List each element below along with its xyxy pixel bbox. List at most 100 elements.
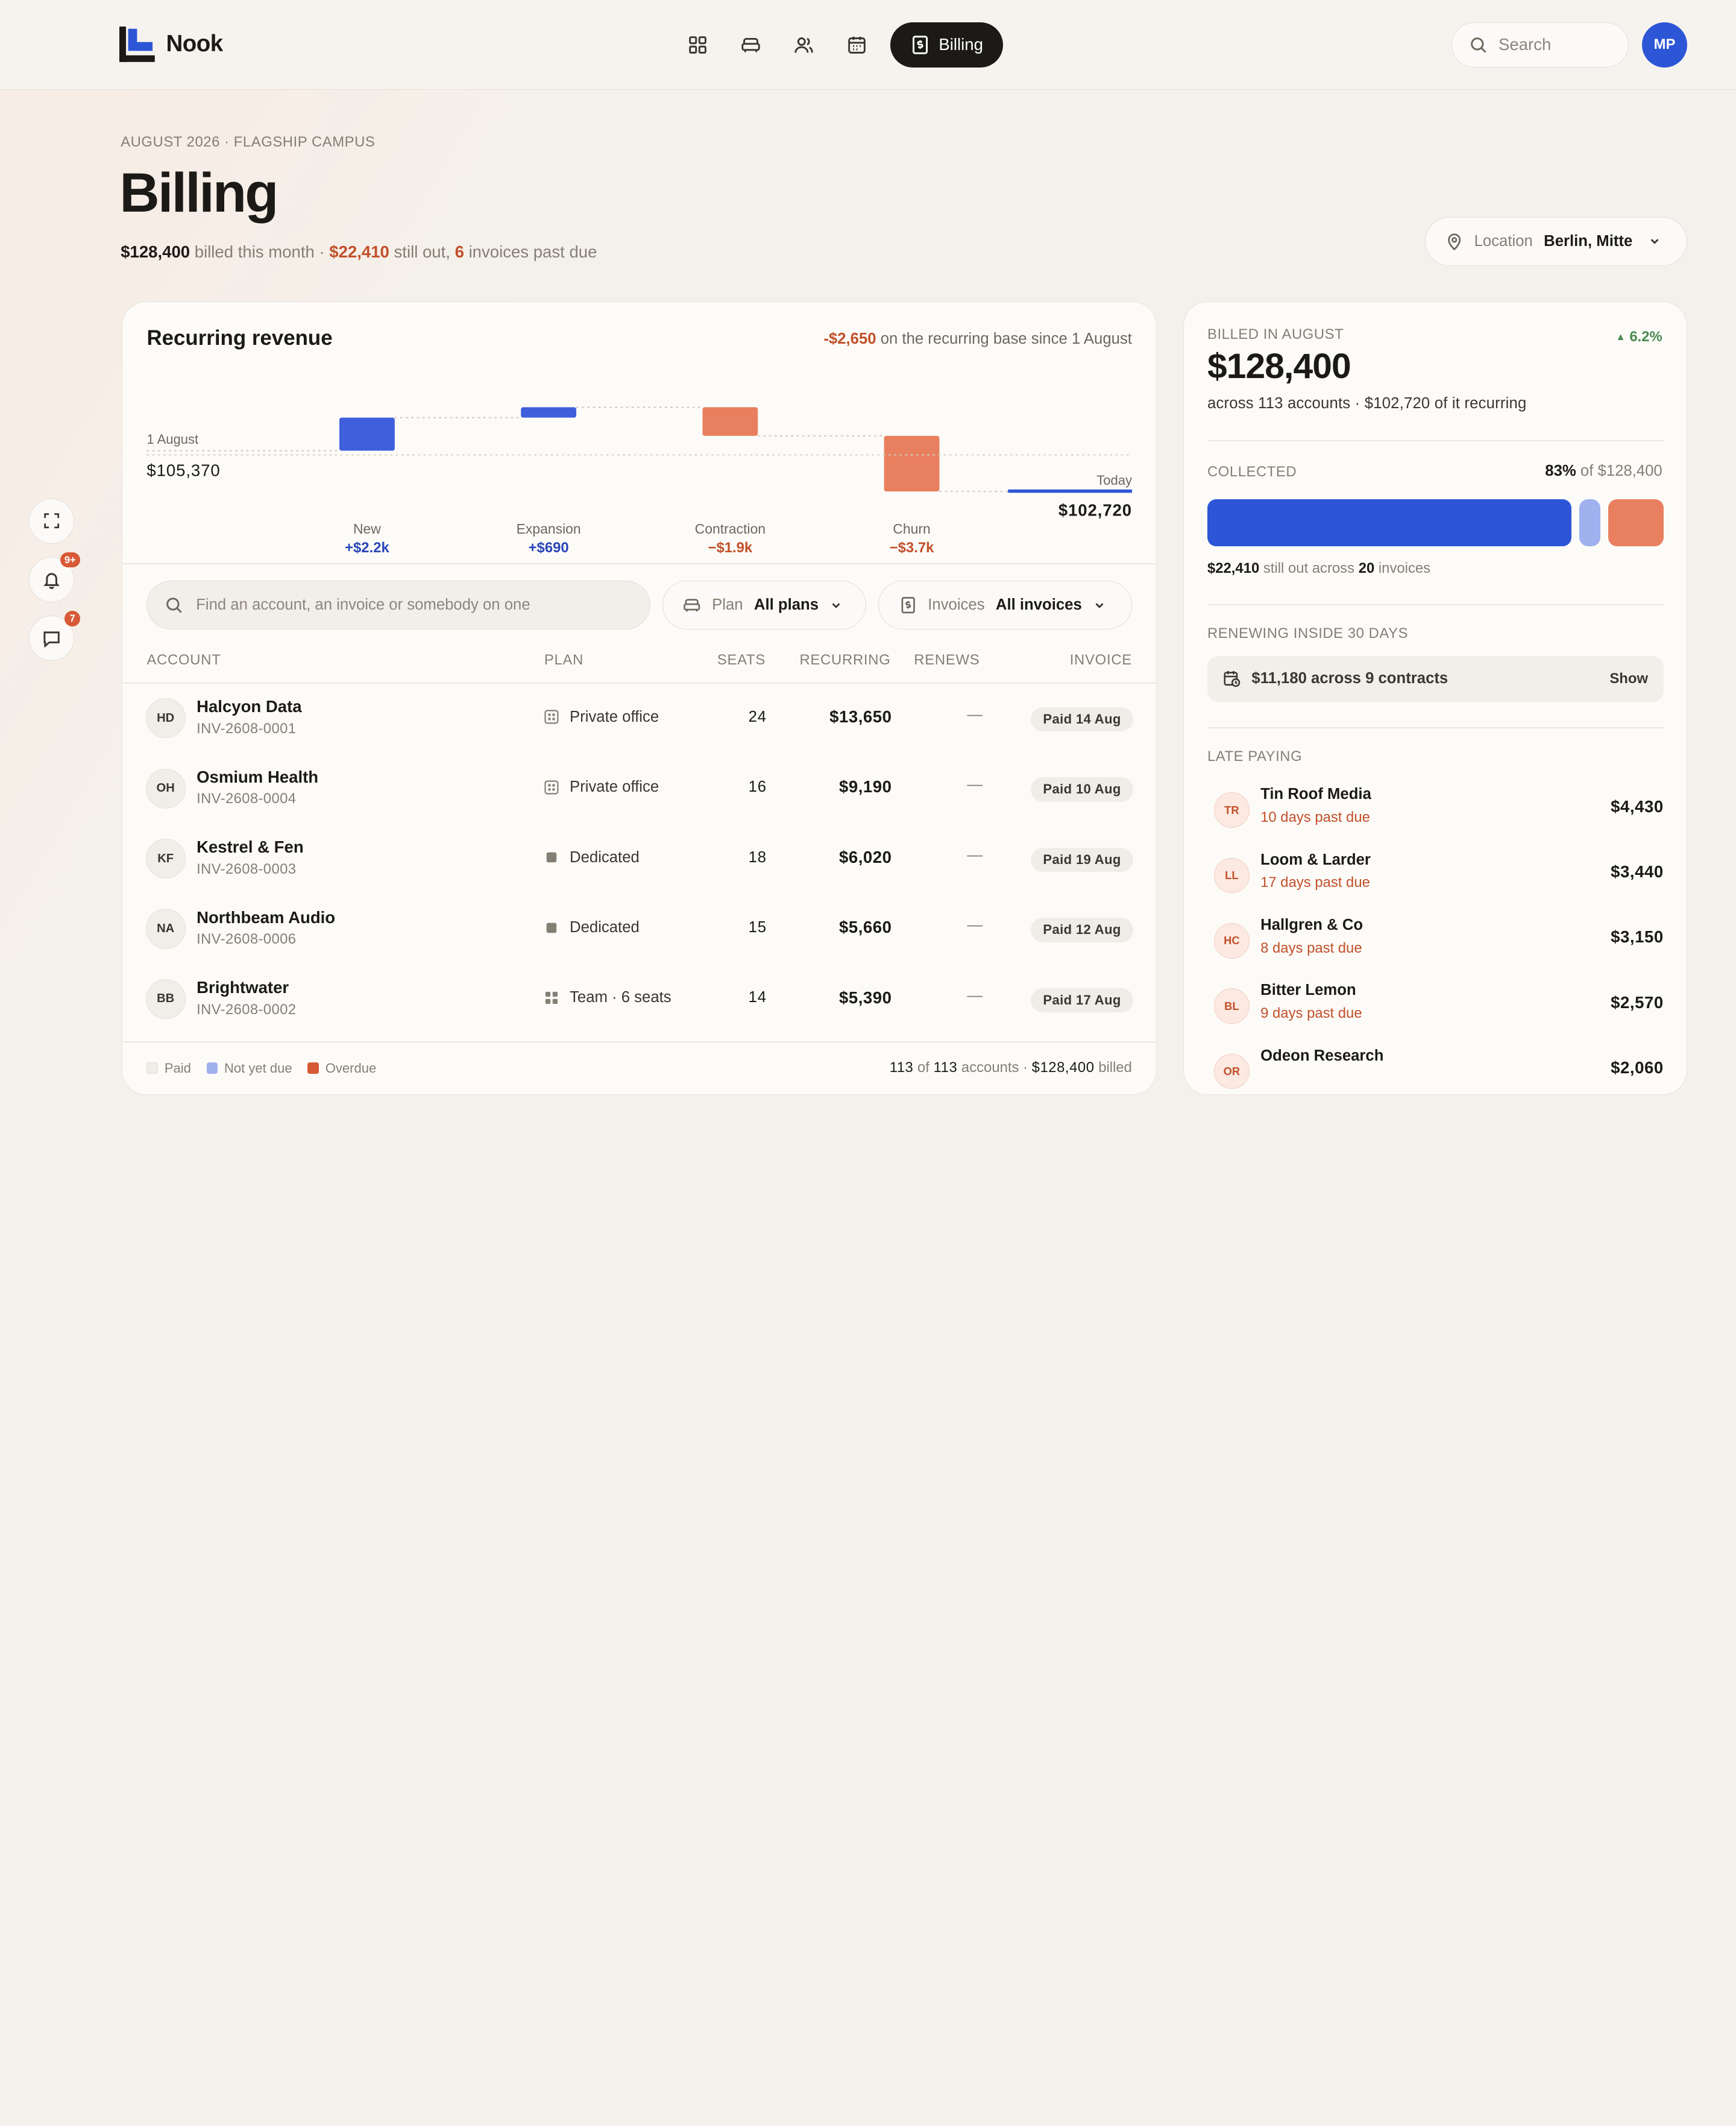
search-icon [1471, 37, 1486, 53]
account-name[interactable]: Kestrel & Fen [197, 837, 304, 857]
waterfall-bar-churn [884, 435, 940, 491]
invoice-id[interactable]: INV-2608-0001 [197, 720, 297, 737]
invoice-status-badge[interactable]: Paid 10 Aug [1031, 777, 1133, 802]
page-eyebrow: AUGUST 2026 · FLAGSHIP CAMPUS [121, 134, 376, 151]
late-account-row[interactable]: HC Hallgren & Co 8 days past due $3,150 [1184, 913, 1687, 978]
late-account-due: 8 days past due [1260, 939, 1362, 956]
global-search-placeholder: Search [1499, 35, 1552, 54]
location-select[interactable]: Location Berlin, Mitte [1424, 216, 1688, 266]
invoice-status-badge[interactable]: Paid 14 Aug [1031, 707, 1133, 732]
recurring-suffix: of it recurring [1434, 394, 1527, 412]
col-account[interactable]: ACCOUNT [146, 651, 221, 668]
table-row[interactable]: NA Northbeam Audio INV-2608-0006 Dedicat… [122, 895, 1156, 965]
billing-page: Nook Billing Search MP A [0, 0, 1736, 1158]
revenue-waterfall-chart: 1 August $105,370 New +$2.2k Expansion +$690 C… [146, 406, 1133, 556]
category-label: Contraction [695, 520, 766, 536]
nav-dashboard[interactable] [675, 23, 719, 67]
logo[interactable]: Nook [119, 27, 223, 62]
invoice-filter[interactable]: Invoices All invoices [878, 581, 1133, 630]
invoice-id[interactable]: INV-2608-0002 [197, 1001, 297, 1018]
table-row[interactable]: KF Kestrel & Fen INV-2608-0003 Dedicated… [122, 824, 1156, 894]
invoice-dollar-icon [901, 597, 915, 614]
renewing-text: $11,180 across 9 contracts [1251, 670, 1448, 687]
side-still-out-value: $22,410 [1207, 560, 1260, 576]
late-account-name: Bitter Lemon [1260, 982, 1356, 999]
accounts-suffix: accounts · [1287, 394, 1360, 412]
late-account-amount: $4,430 [1611, 796, 1664, 816]
account-name[interactable]: Osmium Health [197, 767, 319, 786]
invoice-dollar-icon [912, 36, 928, 54]
user-avatar[interactable]: MP [1641, 22, 1688, 68]
chevron-down-icon [832, 603, 840, 608]
renews-cell: — [967, 846, 983, 863]
late-account-amount: $2,570 [1611, 992, 1664, 1012]
value-label: +$2.2k [345, 540, 389, 556]
late-account-amount: $3,150 [1611, 927, 1664, 947]
legend-paid-label: Paid [164, 1060, 191, 1076]
page-title: Billing [119, 162, 278, 224]
chevron-down-icon [1650, 239, 1659, 245]
late-account-amount: $2,060 [1611, 1058, 1664, 1077]
late-account-row[interactable]: BL Bitter Lemon 9 days past due $2,570 [1184, 979, 1687, 1044]
late-account-row[interactable]: LL Loom & Larder 17 days past due $3,440 [1184, 848, 1687, 913]
seats-cell: 15 [748, 918, 767, 936]
invoice-id[interactable]: INV-2608-0003 [197, 860, 297, 877]
global-search[interactable]: Search [1451, 22, 1629, 68]
chat-icon [43, 631, 60, 648]
invoice-status-badge[interactable]: Paid 19 Aug [1031, 847, 1133, 872]
plan-cell: Team · 6 seats [544, 989, 671, 1006]
seats-cell: 14 [748, 989, 767, 1006]
account-name[interactable]: Halcyon Data [197, 697, 302, 716]
renews-cell: — [967, 986, 983, 1004]
plan-filter[interactable]: Plan All plans [662, 581, 867, 630]
legend-not-yet-due-label: Not yet due [224, 1060, 292, 1076]
col-plan[interactable]: PLAN [544, 651, 584, 668]
fullscreen-button[interactable] [28, 498, 75, 544]
billed-delta: ▲ 6.2% [1615, 329, 1662, 345]
dedicated-icon [546, 923, 557, 933]
chart-divider [122, 563, 1157, 564]
value-label: −$1.9k [708, 540, 753, 556]
footer-of: of [917, 1059, 929, 1076]
late-account-row[interactable]: OR Odeon Research $2,060 [1184, 1044, 1687, 1094]
renews-cell: — [967, 776, 983, 793]
nav-spaces[interactable] [729, 23, 773, 67]
collected-label: COLLECTED [1207, 463, 1297, 480]
late-account-amount: $3,440 [1611, 862, 1664, 881]
renewing-show-button[interactable]: Show [1609, 670, 1648, 687]
summary-divider-3 [1207, 727, 1664, 728]
messages-button[interactable]: 7 [28, 610, 81, 661]
category-label: Churn [893, 520, 930, 536]
team-icon [545, 991, 558, 1005]
col-recurring[interactable]: RECURRING [799, 651, 891, 668]
nav-members[interactable] [782, 23, 826, 67]
late-account-due: 17 days past due [1260, 874, 1370, 891]
nav-billing[interactable]: Billing [890, 22, 1003, 68]
table-row[interactable]: OH Osmium Health INV-2608-0004 Private o… [122, 754, 1156, 824]
table-row[interactable]: BB Brightwater INV-2608-0002 Team · 6 se… [122, 965, 1156, 1035]
recurring-value: $102,720 [1364, 394, 1430, 412]
account-search-input[interactable]: Find an account, an invoice or somebody … [146, 581, 651, 630]
invoice-status-badge[interactable]: Paid 17 Aug [1031, 988, 1133, 1012]
col-seats[interactable]: SEATS [717, 651, 766, 668]
late-account-initials: TR [1214, 792, 1250, 828]
late-account-row[interactable]: TR Tin Roof Media 10 days past due $4,43… [1184, 783, 1687, 848]
past-due-text: invoices past due [468, 242, 597, 262]
col-invoice[interactable]: INVOICE [1069, 651, 1132, 668]
invoice-id[interactable]: INV-2608-0006 [197, 931, 297, 948]
table-row[interactable]: HD Halcyon Data INV-2608-0001 Private of… [122, 684, 1156, 754]
side-still-out-count: 20 [1358, 560, 1375, 576]
legend-paid: Paid [146, 1060, 191, 1076]
account-name[interactable]: Brightwater [197, 978, 289, 997]
start-label: 1 August [146, 432, 198, 447]
nav-calendar[interactable] [835, 23, 879, 67]
notifications-button[interactable]: 9+ [28, 552, 81, 603]
account-name[interactable]: Northbeam Audio [197, 907, 336, 927]
plan-name: Private office [570, 778, 659, 796]
plan-name: Private office [570, 708, 659, 725]
invoice-id[interactable]: INV-2608-0004 [197, 790, 297, 807]
invoice-status-badge[interactable]: Paid 12 Aug [1031, 918, 1133, 942]
col-renews[interactable]: RENEWS [914, 651, 980, 668]
location-label: Location [1474, 232, 1533, 250]
billed-delta-value: 6.2% [1629, 328, 1662, 345]
